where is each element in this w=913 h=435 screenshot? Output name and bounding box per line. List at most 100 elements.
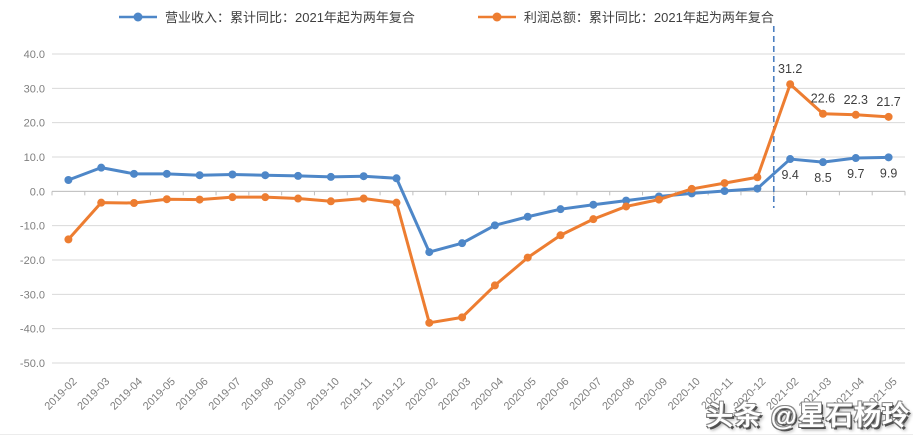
x-axis-tick-label: 2019-05 bbox=[141, 376, 178, 413]
data-label: 9.4 bbox=[781, 168, 798, 182]
profit-line-marker-icon bbox=[477, 12, 516, 21]
y-axis-tick-label: 0.0 bbox=[30, 186, 45, 198]
series-line-0 bbox=[66, 155, 891, 254]
x-axis-tick-label: 2020-07 bbox=[567, 376, 604, 413]
x-axis-tick-label: 2020-04 bbox=[469, 376, 506, 413]
series-1-point-marker bbox=[523, 253, 532, 262]
series-0-point-marker bbox=[720, 186, 729, 195]
x-axis-tick-label: 2020-02 bbox=[403, 376, 440, 413]
series-0-point-marker bbox=[523, 212, 532, 221]
x-axis-tick-label: 2019-03 bbox=[75, 376, 112, 413]
series-0-point-marker bbox=[556, 205, 565, 214]
series-0-point-marker bbox=[130, 169, 139, 178]
y-axis-tick-label: 30.0 bbox=[24, 83, 45, 95]
y-axis-tick-label: 20.0 bbox=[24, 118, 45, 130]
series-1-point-marker bbox=[884, 112, 893, 121]
series-0-point-marker bbox=[64, 176, 73, 185]
x-axis-tick-label: 2020-08 bbox=[600, 376, 637, 413]
data-label: 9.7 bbox=[847, 167, 864, 181]
series-1-point-marker bbox=[556, 231, 565, 240]
series-line-1 bbox=[66, 82, 891, 325]
series-0-point-marker bbox=[490, 221, 499, 230]
data-label: 8.5 bbox=[814, 171, 831, 185]
x-axis-tick-label: 2020-06 bbox=[535, 376, 572, 413]
y-axis-tick-label: -50.0 bbox=[20, 358, 45, 370]
x-axis-tick-label: 2019-06 bbox=[174, 376, 211, 413]
data-label: 22.3 bbox=[844, 93, 868, 107]
series-0-point-marker bbox=[359, 172, 368, 181]
x-axis-tick-label: 2020-03 bbox=[436, 376, 473, 413]
legend-label-profit: 利润总额：累计同比：2021年起为两年复合 bbox=[523, 10, 774, 25]
series-1-point-marker bbox=[326, 197, 335, 206]
series-1-point-marker bbox=[622, 202, 631, 211]
x-axis-tick-label: 2019-09 bbox=[272, 376, 309, 413]
series-1-point-marker bbox=[195, 195, 204, 204]
series-0-point-marker bbox=[622, 196, 631, 205]
series-1-point-marker bbox=[228, 193, 237, 202]
series-0-point-marker bbox=[786, 155, 795, 164]
series-1-point-marker bbox=[490, 281, 499, 290]
series-0-point-marker bbox=[458, 239, 467, 248]
series-1-point-marker bbox=[818, 109, 827, 118]
y-axis-tick-label: -40.0 bbox=[20, 324, 45, 336]
series-1-point-marker bbox=[654, 195, 663, 204]
x-axis-tick-label: 2019-07 bbox=[207, 376, 244, 413]
series-1-point-marker bbox=[392, 198, 401, 207]
series-0-point-marker bbox=[818, 158, 827, 167]
x-axis-tick-label: 2019-02 bbox=[42, 376, 79, 413]
series-1-point-marker bbox=[720, 179, 729, 188]
series-1-point-marker bbox=[851, 110, 860, 119]
series-0-point-marker bbox=[261, 171, 270, 180]
series-0-point-marker bbox=[97, 163, 106, 172]
series-1-point-marker bbox=[458, 313, 467, 322]
chart-legend: 营业收入：累计同比：2021年起为两年复合 利润总额：累计同比：2021年起为两… bbox=[118, 7, 774, 26]
series-1-point-marker bbox=[97, 198, 106, 207]
series-0-point-marker bbox=[753, 184, 762, 193]
x-axis-tick-label: 2019-04 bbox=[108, 376, 145, 413]
series-0-point-marker bbox=[326, 172, 335, 181]
series-0-point-marker bbox=[589, 200, 598, 209]
watermark-text: 头条 @星石杨玲 bbox=[706, 401, 910, 431]
x-axis-tick-label: 2020-10 bbox=[666, 376, 703, 413]
series-1-point-marker bbox=[162, 195, 171, 204]
y-axis-tick-label: -10.0 bbox=[20, 221, 45, 233]
data-label: 22.6 bbox=[811, 92, 835, 106]
series-1-point-marker bbox=[425, 318, 434, 327]
series-0-point-marker bbox=[884, 153, 893, 162]
series-1-point-marker bbox=[130, 199, 139, 208]
x-axis-tick-label: 2020-09 bbox=[633, 376, 670, 413]
series-0-point-marker bbox=[425, 248, 434, 257]
data-label: 9.9 bbox=[880, 166, 897, 180]
legend-item-profit: 利润总额：累计同比：2021年起为两年复合 bbox=[477, 7, 774, 26]
series-0-point-marker bbox=[392, 174, 401, 183]
x-axis-tick-label: 2019-12 bbox=[371, 376, 408, 413]
y-axis-tick-label: -20.0 bbox=[20, 255, 45, 267]
x-axis-tick-label: 2019-11 bbox=[338, 376, 374, 412]
y-axis-tick-label: 40.0 bbox=[24, 49, 45, 61]
series-0-point-marker bbox=[195, 171, 204, 180]
series-0-point-marker bbox=[851, 154, 860, 163]
series-1-point-marker bbox=[261, 193, 270, 202]
data-label: 21.7 bbox=[876, 95, 900, 109]
x-axis-tick-label: 2019-10 bbox=[305, 376, 342, 413]
series-0-point-marker bbox=[228, 170, 237, 179]
y-axis-tick-label: -30.0 bbox=[20, 289, 45, 301]
series-1-point-marker bbox=[589, 215, 598, 224]
revenue-line-marker-icon bbox=[119, 12, 157, 21]
x-axis-tick-label: 2020-05 bbox=[502, 376, 539, 413]
series-1-point-marker bbox=[359, 194, 368, 203]
series-1-point-marker bbox=[786, 80, 795, 89]
legend-label-revenue: 营业收入：累计同比：2021年起为两年复合 bbox=[165, 10, 415, 25]
legend-item-revenue: 营业收入：累计同比：2021年起为两年复合 bbox=[118, 7, 415, 26]
series-0-point-marker bbox=[162, 169, 171, 178]
series-1-point-marker bbox=[294, 194, 303, 203]
data-label: 31.2 bbox=[778, 62, 802, 76]
x-axis-tick-label: 2019-08 bbox=[239, 376, 276, 413]
y-axis-tick-label: 10.0 bbox=[24, 152, 45, 164]
series-1-point-marker bbox=[753, 173, 762, 182]
series-0-point-marker bbox=[294, 171, 303, 180]
series-1-point-marker bbox=[64, 235, 73, 244]
series-1-point-marker bbox=[687, 184, 696, 193]
